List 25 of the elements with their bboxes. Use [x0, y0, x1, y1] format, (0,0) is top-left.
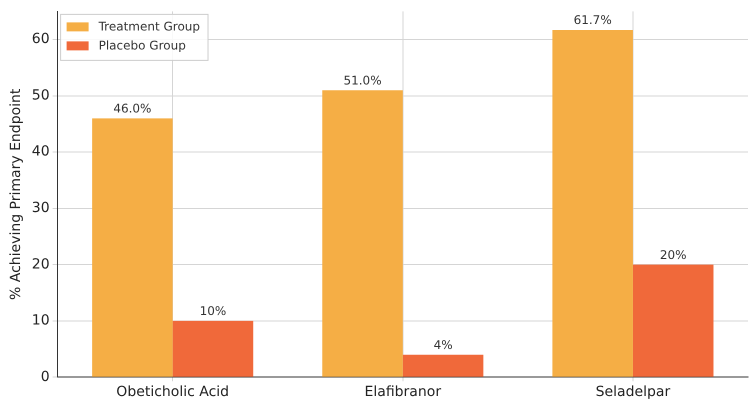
bar	[552, 30, 633, 377]
y-tick-label: 20	[32, 256, 50, 272]
y-tick-label: 40	[32, 144, 50, 160]
y-tick-label: 10	[32, 312, 50, 329]
data-label: 46.0%	[113, 101, 152, 116]
y-tick-label: 60	[32, 31, 50, 48]
bar	[92, 118, 173, 377]
legend-label: Treatment Group	[98, 20, 200, 34]
y-tick-label: 0	[40, 368, 50, 385]
x-tick-label: Elafibranor	[364, 384, 442, 400]
x-tick-label: Obeticholic Acid	[116, 384, 230, 400]
data-label: 10%	[200, 304, 226, 318]
bar	[322, 90, 403, 377]
bar	[402, 354, 484, 377]
y-tick-label: 30	[32, 200, 50, 216]
legend-label: Placebo Group	[98, 38, 186, 53]
data-label: 51.0%	[343, 73, 382, 88]
data-label: 4%	[434, 338, 453, 352]
y-tick-label: 50	[32, 87, 50, 104]
x-tick-label: Seladelpar	[596, 384, 670, 400]
data-label: 61.7%	[574, 13, 612, 28]
y-axis-title: % Achieving Primary Endpoint	[8, 88, 24, 300]
data-label: 20%	[660, 248, 687, 262]
bar	[632, 264, 714, 377]
bar	[172, 320, 254, 377]
